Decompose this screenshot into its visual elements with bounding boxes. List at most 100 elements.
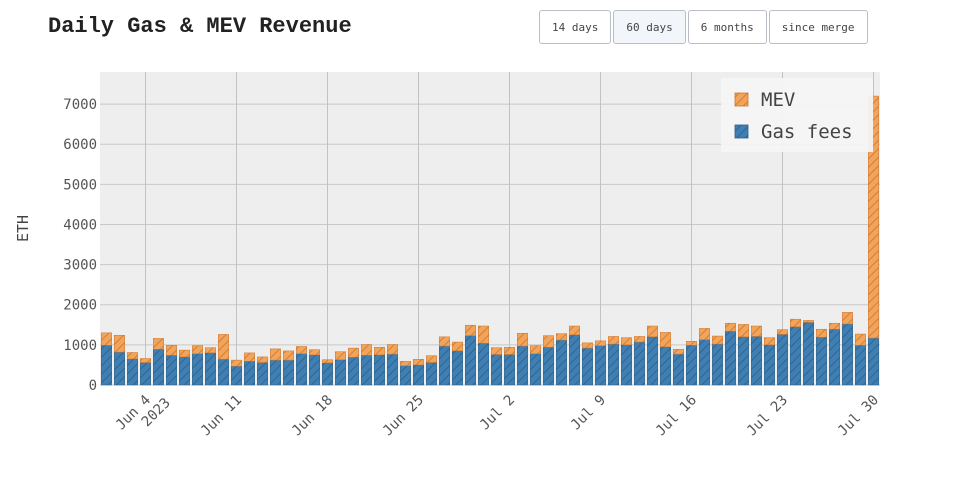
gas-bar (634, 341, 645, 386)
x-tick-label: Jun 11 (198, 392, 245, 439)
mev-bar (478, 325, 489, 344)
mev-bar (296, 346, 307, 354)
mev-bar (842, 312, 853, 325)
gas-bar (647, 336, 658, 386)
gas-bar (296, 353, 307, 386)
mev-bar (556, 333, 567, 341)
mev-bar (491, 347, 502, 355)
mev-bar (231, 359, 242, 367)
mev-bar (738, 324, 749, 338)
y-axis-label: ETH (14, 215, 32, 242)
gas-bar (335, 359, 346, 386)
x-tick: Jun 11 (198, 392, 245, 439)
gas-bar (257, 362, 268, 386)
gas-bar (153, 349, 164, 386)
y-tick-label: 5000 (63, 177, 97, 193)
mev-bar (530, 345, 541, 354)
gas-bar (504, 354, 515, 386)
gas-bar (400, 365, 411, 386)
mev-bar (257, 356, 268, 363)
mev-bar (322, 359, 333, 364)
x-tick: Jul 16 (653, 392, 700, 439)
legend-mev-label: MEV (761, 89, 795, 111)
mev-bar (855, 333, 866, 346)
gas-bar (348, 357, 359, 386)
gas-bar (309, 354, 320, 386)
gas-bar (621, 344, 632, 386)
gas-bar (478, 343, 489, 386)
mev-bar (387, 344, 398, 355)
mev-bar (361, 344, 372, 356)
y-tick-label: 0 (89, 378, 97, 394)
gas-bar (452, 350, 463, 386)
gas-bar (582, 347, 593, 386)
gas-bar (738, 336, 749, 386)
mev-bar (712, 335, 723, 345)
gas-bar (816, 336, 827, 386)
gas-bar (413, 364, 424, 386)
x-tick: Jun 25 (380, 392, 427, 439)
range-6-months-button[interactable]: 6 months (687, 10, 767, 44)
range-since-merge-button[interactable]: since merge (768, 10, 868, 44)
range-14-days-button[interactable]: 14 days (539, 10, 612, 44)
mev-bar (699, 328, 710, 340)
mev-bar (153, 338, 164, 350)
mev-bar (764, 337, 775, 346)
x-tick-label: Jul 16 (653, 392, 700, 439)
gas-bar (179, 356, 190, 386)
mev-bar (569, 325, 580, 336)
mev-bar (140, 358, 151, 363)
mev-bar (166, 345, 177, 356)
range-60-days-button[interactable]: 60 days (613, 10, 686, 44)
gas-bar (192, 353, 203, 386)
gas-bar (699, 339, 710, 386)
gas-bar (686, 345, 697, 386)
gas-bar (283, 359, 294, 386)
gas-bar (764, 344, 775, 386)
mev-bar (595, 340, 606, 346)
gas-bar (322, 362, 333, 386)
mev-bar (192, 345, 203, 354)
legend: MEV Gas fees (721, 78, 873, 152)
mev-bar (400, 361, 411, 366)
gas-bar (777, 334, 788, 386)
mev-bar (582, 342, 593, 349)
x-tick: Jul 30 (835, 392, 882, 439)
x-tick: Jun 18 (289, 392, 336, 439)
mev-bar (374, 347, 385, 356)
gas-bar (426, 362, 437, 386)
x-tick-label: Jun 25 (380, 392, 427, 439)
mev-bar (543, 335, 554, 348)
mev-bar (816, 328, 827, 338)
y-tick-label: 3000 (63, 258, 97, 274)
x-tick: Jul 23 (744, 392, 791, 439)
mev-bar (725, 322, 736, 332)
gas-bar (868, 337, 879, 386)
gas-bar (465, 335, 476, 386)
y-tick-label: 1000 (63, 338, 97, 354)
mev-bar (218, 334, 229, 360)
mev-bar (829, 322, 840, 330)
mev-bar (673, 349, 684, 355)
gas-bar (205, 352, 216, 386)
mev-bar (348, 347, 359, 358)
gas-bar (595, 345, 606, 386)
gas-bar (101, 345, 112, 386)
y-axis: 0 1000 2000 3000 4000 5000 6000 7000 (63, 97, 97, 394)
gas-bar (842, 323, 853, 386)
x-tick-label: Jul 9 (568, 392, 609, 433)
x-tick-label: Jul 30 (835, 392, 882, 439)
gas-bar (387, 353, 398, 386)
gas-bar (374, 354, 385, 386)
mev-bar (101, 332, 112, 346)
gas-bar (855, 345, 866, 386)
gas-bar (712, 343, 723, 386)
mev-bar (803, 320, 814, 323)
gas-bar (218, 359, 229, 386)
mev-bar (244, 352, 255, 362)
mev-bar (517, 332, 528, 347)
chart-title: Daily Gas & MEV Revenue (48, 14, 352, 39)
mev-bar (868, 95, 879, 339)
mev-bar (686, 341, 697, 346)
